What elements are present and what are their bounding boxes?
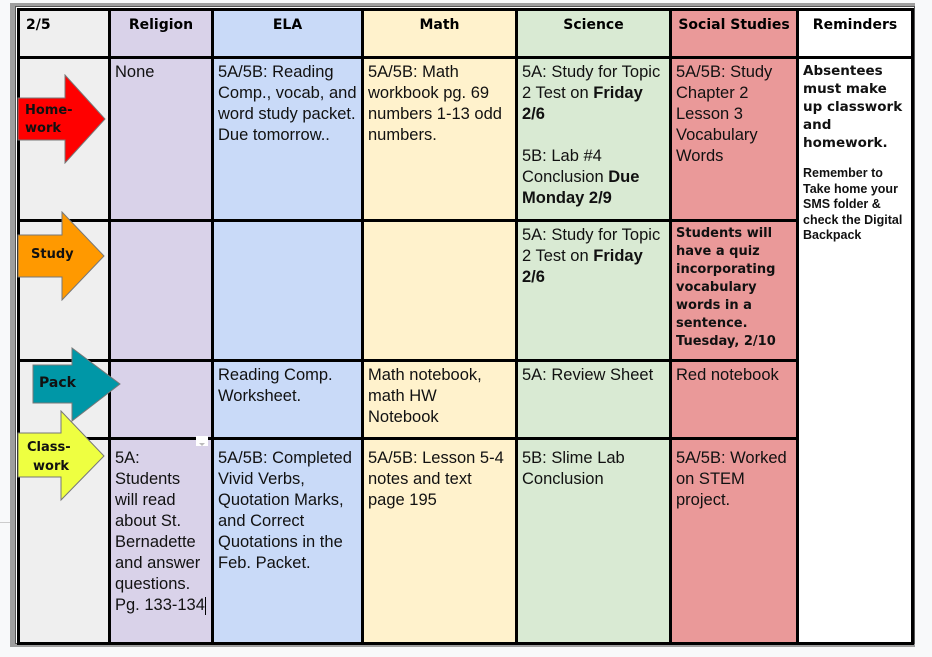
reminders-header[interactable]: Reminders — [796, 8, 914, 59]
schedule-table: 2/5 Religion ELA Math Science Social Stu… — [17, 8, 914, 645]
classwork-religion[interactable]: 5A: Students will read about St. Bernade… — [108, 437, 214, 645]
science-header[interactable]: Science — [515, 8, 672, 59]
study-label: Study — [31, 247, 74, 262]
social-studies-header[interactable]: Social Studies — [669, 8, 799, 59]
study-row: 5A: Study for Topic 2 Test on Friday 2/6… — [17, 219, 913, 362]
pack-arrow-icon: Pack — [32, 347, 122, 423]
divider — [0, 522, 10, 523]
homework-ela-text: 5A/5B: Reading Comp., vocab, and word st… — [218, 63, 357, 123]
science-5b-text: 5B: Lab #4 Conclusion — [522, 147, 609, 186]
classwork-row: 5A: Students will read about St. Bernade… — [17, 437, 913, 645]
science-5a-date: Friday 2/6 — [522, 84, 643, 123]
homework-ela-due: Due tomorrow.. — [218, 126, 330, 144]
homework-ela[interactable]: 5A/5B: Reading Comp., vocab, and word st… — [211, 56, 364, 222]
study-ela[interactable] — [211, 219, 364, 362]
homework-arrow-icon: Home-work — [17, 73, 107, 165]
homework-row: None 5A/5B: Reading Comp., vocab, and wo… — [17, 56, 914, 645]
homework-science[interactable]: 5A: Study for Topic 2 Test on Friday 2/6… — [515, 56, 672, 222]
study-science-text: 5A: Study for Topic 2 Test on — [522, 226, 661, 265]
text-cursor — [204, 596, 206, 615]
study-math[interactable] — [361, 219, 518, 362]
dropdown-caret-icon[interactable] — [196, 436, 208, 446]
science-5b-due: Due Monday 2/9 — [522, 168, 640, 207]
study-arrow-icon: Study — [17, 210, 107, 302]
classwork-arrow-icon: Class-work — [17, 409, 107, 502]
pack-math[interactable]: Math notebook, math HW Notebook — [361, 359, 518, 440]
pack-row: Reading Comp. Worksheet. Math notebook, … — [17, 359, 913, 440]
classwork-religion-text: 5A: Students will read about St. Bernade… — [115, 449, 205, 614]
study-ss-text: Students will have a quiz incorporating … — [676, 226, 776, 349]
classwork-label: Class-work — [27, 440, 71, 474]
pack-ela[interactable]: Reading Comp. Worksheet. — [211, 359, 364, 440]
science-5a-text: 5A: Study for Topic 2 Test on — [522, 63, 661, 102]
math-header[interactable]: Math — [361, 8, 518, 59]
homework-math[interactable]: 5A/5B: Math workbook pg. 69 numbers 1-13… — [361, 56, 518, 222]
study-science-date: Friday 2/6 — [522, 247, 643, 286]
classwork-ela[interactable]: 5A/5B: Completed Vivid Verbs, Quotation … — [211, 437, 364, 645]
study-social-studies[interactable]: Students will have a quiz incorporating … — [669, 219, 799, 362]
reminders-note: Remember to Take home your SMS folder & … — [803, 166, 903, 242]
classwork-math[interactable]: 5A/5B: Lesson 5-4 notes and text page 19… — [361, 437, 518, 645]
pack-science[interactable]: 5A: Review Sheet — [515, 359, 672, 440]
study-religion[interactable] — [108, 219, 214, 362]
homework-religion[interactable]: None — [108, 56, 214, 222]
reminders-cell[interactable]: Absentees must make up classwork and hom… — [796, 56, 914, 645]
date-header[interactable]: 2/5 — [17, 8, 111, 59]
pack-religion[interactable] — [108, 359, 214, 440]
reminders-main: Absentees must make up classwork and hom… — [803, 63, 903, 151]
pack-social-studies[interactable]: Red notebook — [669, 359, 799, 440]
classwork-social-studies[interactable]: 5A/5B: Worked on STEM project. — [669, 437, 799, 645]
pack-label: Pack — [39, 375, 76, 391]
study-science[interactable]: 5A: Study for Topic 2 Test on Friday 2/6 — [515, 219, 672, 362]
ela-header[interactable]: ELA — [211, 8, 364, 59]
religion-header[interactable]: Religion — [108, 8, 214, 59]
homework-social-studies[interactable]: 5A/5B: Study Chapter 2 Lesson 3 Vocabula… — [669, 56, 799, 222]
classwork-science[interactable]: 5B: Slime Lab Conclusion — [515, 437, 672, 645]
homework-label: Home-work — [25, 103, 73, 136]
